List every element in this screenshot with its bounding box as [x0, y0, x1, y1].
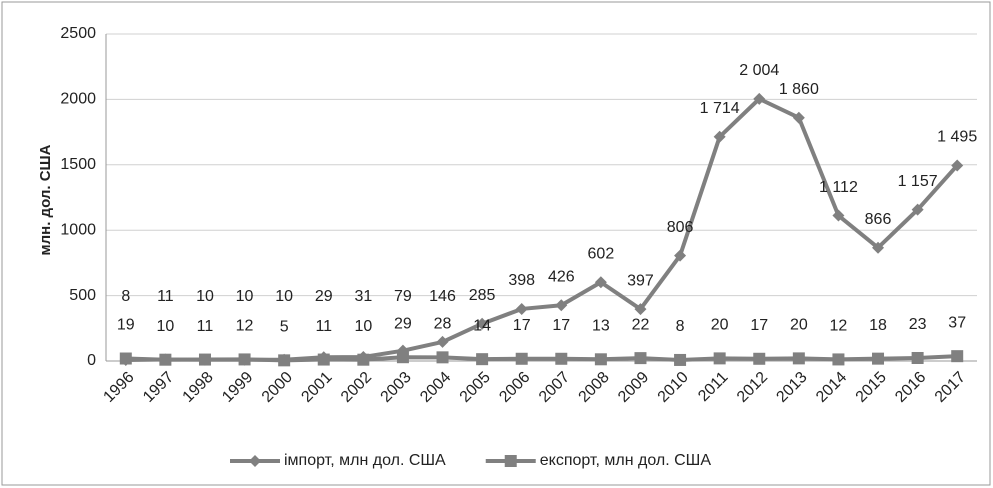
- data-label: 10: [196, 288, 214, 305]
- point: [713, 352, 726, 365]
- data-label: 1 495: [937, 129, 977, 146]
- point: [951, 159, 964, 172]
- data-label: 22: [632, 316, 650, 333]
- point: [832, 209, 845, 222]
- point: [634, 303, 647, 316]
- data-label: 1 157: [898, 173, 938, 190]
- data-label: 285: [469, 287, 496, 304]
- y-tick-label: 1000: [60, 221, 96, 238]
- point: [515, 352, 528, 365]
- data-label: 20: [711, 317, 729, 334]
- point: [594, 353, 607, 366]
- series-line: [125, 354, 958, 363]
- point: [436, 335, 449, 348]
- data-label: 1 714: [700, 100, 740, 117]
- point: [238, 353, 251, 366]
- point: [674, 249, 687, 262]
- data-label: 12: [830, 318, 848, 335]
- data-label: 806: [667, 219, 694, 236]
- point: [119, 352, 132, 365]
- data-label: 31: [354, 288, 372, 305]
- point: [555, 352, 568, 365]
- point: [872, 241, 885, 254]
- y-tick-label: 0: [87, 352, 96, 369]
- y-tick-label: 2500: [60, 25, 96, 42]
- point: [476, 317, 489, 330]
- legend-item: імпорт, млн дол. США: [230, 452, 446, 469]
- data-label: 17: [750, 317, 768, 334]
- data-label: 10: [156, 318, 174, 335]
- data-label: 37: [948, 314, 966, 331]
- data-label: 10: [236, 288, 254, 305]
- point: [278, 354, 291, 367]
- data-label: 1 112: [819, 179, 858, 196]
- legend-label: імпорт, млн дол. США: [284, 452, 446, 469]
- point: [832, 353, 845, 366]
- y-tick-label: 500: [69, 287, 96, 304]
- data-label: 13: [592, 318, 610, 335]
- data-label: 28: [434, 316, 452, 333]
- point: [634, 352, 647, 365]
- data-label: 11: [315, 318, 332, 335]
- data-label: 8: [676, 318, 685, 335]
- point: [317, 353, 330, 366]
- data-label: 18: [869, 317, 887, 334]
- data-label: 20: [790, 317, 808, 334]
- point: [792, 111, 805, 124]
- data-label: 426: [548, 268, 575, 285]
- point: [753, 92, 766, 105]
- data-label: 5: [280, 319, 289, 336]
- data-label: 23: [909, 316, 927, 333]
- point: [753, 352, 766, 365]
- y-tick-label: 2000: [60, 91, 96, 108]
- legend-label: експорт, млн дол. США: [540, 452, 712, 469]
- legend-marker: [504, 455, 517, 467]
- legend-marker: [249, 455, 261, 467]
- data-label: 12: [236, 318, 254, 335]
- data-label: 19: [117, 317, 135, 334]
- data-label: 8: [121, 288, 130, 305]
- point: [515, 302, 528, 315]
- data-label: 14: [473, 317, 491, 334]
- legend-item: експорт, млн дол. США: [485, 452, 712, 469]
- point: [911, 351, 924, 364]
- point: [198, 353, 211, 366]
- point: [674, 353, 687, 366]
- data-label: 79: [394, 288, 412, 305]
- data-label: 602: [588, 245, 615, 262]
- point: [159, 353, 172, 366]
- data-label: 2 004: [739, 62, 779, 79]
- data-label: 10: [275, 288, 293, 305]
- point: [476, 353, 489, 366]
- data-label: 866: [865, 211, 892, 228]
- point: [555, 299, 568, 312]
- data-label: 29: [315, 288, 333, 305]
- point: [792, 352, 805, 365]
- y-tick-label: 1500: [60, 156, 96, 173]
- data-label: 398: [508, 272, 535, 289]
- data-label: 1 860: [779, 81, 819, 98]
- point: [357, 353, 370, 366]
- point: [911, 203, 924, 216]
- point: [951, 350, 964, 363]
- data-label: 11: [197, 318, 214, 335]
- point: [436, 351, 449, 364]
- data-label: 146: [429, 288, 456, 305]
- data-label: 17: [513, 317, 531, 334]
- point: [872, 352, 885, 365]
- data-label: 29: [394, 315, 412, 332]
- point: [594, 276, 607, 289]
- data-label: 17: [552, 317, 570, 334]
- data-label: 11: [157, 288, 174, 305]
- point: [713, 130, 726, 143]
- data-label: 10: [354, 318, 372, 335]
- data-label: 397: [627, 272, 654, 289]
- point: [396, 351, 409, 364]
- y-axis-title: млн. дол. США: [37, 144, 54, 255]
